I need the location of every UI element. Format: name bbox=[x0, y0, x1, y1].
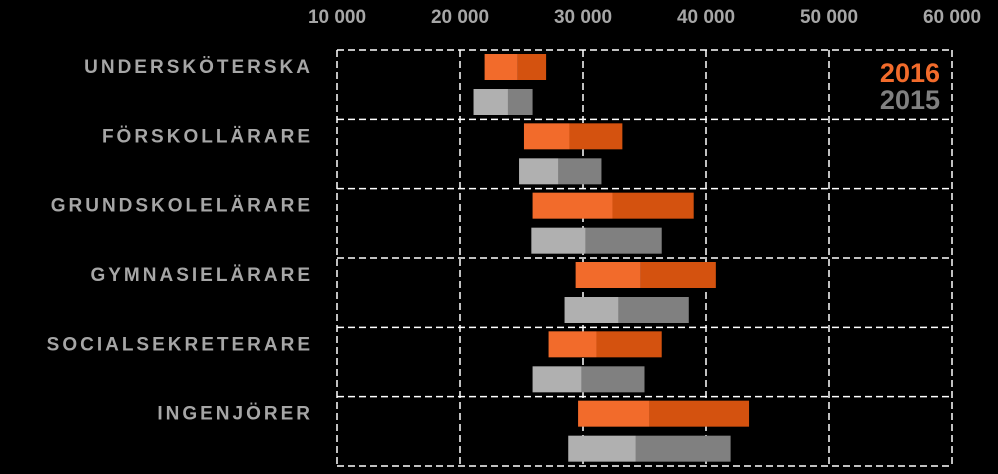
bar-lower bbox=[568, 435, 636, 462]
legend-label: 2016 bbox=[880, 58, 940, 88]
category-label: UNDERSKÖTERSKA bbox=[84, 57, 313, 78]
bar-lower bbox=[531, 227, 586, 254]
bar-lower bbox=[548, 331, 597, 358]
bar-upper bbox=[517, 54, 547, 80]
bar-upper bbox=[558, 158, 602, 185]
x-tick-label: 10 000 bbox=[308, 7, 366, 28]
x-tick-label: 40 000 bbox=[677, 7, 735, 28]
bar-upper bbox=[585, 227, 662, 254]
category-label: GRUNDSKOLELÄRARE bbox=[51, 196, 313, 217]
bar-upper bbox=[640, 262, 716, 288]
bar-lower bbox=[519, 158, 559, 185]
bar-upper bbox=[635, 435, 731, 462]
x-tick-label: 30 000 bbox=[554, 7, 612, 28]
bar-upper bbox=[649, 400, 750, 427]
bar-lower bbox=[575, 262, 641, 288]
category-label: GYMNASIELÄRARE bbox=[90, 265, 313, 286]
bar-upper bbox=[569, 123, 623, 150]
category-label: INGENJÖRER bbox=[157, 404, 313, 425]
bar-lower bbox=[532, 366, 582, 393]
bar-upper bbox=[581, 366, 645, 393]
bar-upper bbox=[596, 331, 662, 358]
category-label: SOCIALSEKRETERARE bbox=[47, 334, 313, 355]
category-label: FÖRSKOLLÄRARE bbox=[102, 126, 313, 147]
x-tick-label: 60 000 bbox=[923, 7, 981, 28]
legend-label: 2015 bbox=[880, 85, 940, 115]
bar-lower bbox=[523, 123, 570, 150]
bar-upper bbox=[618, 297, 689, 323]
bar-lower bbox=[532, 192, 613, 219]
bar-lower bbox=[484, 54, 518, 80]
bar-lower bbox=[473, 89, 508, 115]
x-tick-label: 50 000 bbox=[800, 7, 858, 28]
bar-lower bbox=[578, 400, 650, 427]
bar-upper bbox=[612, 192, 694, 219]
bar-upper bbox=[507, 89, 533, 115]
x-tick-label: 20 000 bbox=[431, 7, 489, 28]
bar-lower bbox=[564, 297, 619, 323]
